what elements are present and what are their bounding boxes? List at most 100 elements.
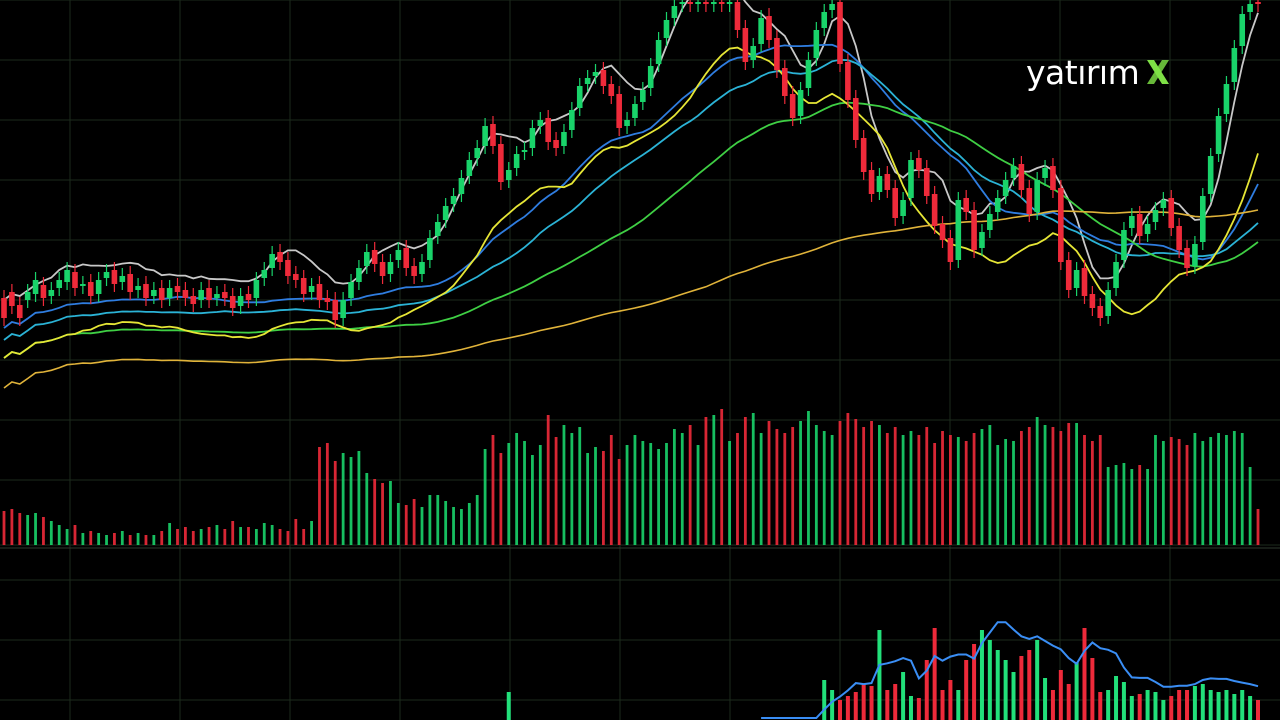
volume-bar bbox=[594, 447, 597, 545]
candle-body bbox=[1058, 188, 1064, 262]
volume-bar bbox=[89, 531, 93, 545]
volume-bar bbox=[1106, 467, 1110, 545]
volume-bar bbox=[302, 529, 306, 545]
candle-body bbox=[48, 290, 55, 296]
oscillator-bar bbox=[1035, 640, 1040, 720]
candle-body bbox=[766, 16, 772, 40]
moving-average-line bbox=[3, 101, 1259, 359]
candle-body bbox=[40, 285, 47, 298]
candle-body bbox=[781, 68, 788, 96]
volume-bar bbox=[49, 521, 53, 545]
candle-body bbox=[56, 280, 63, 288]
volume-bar bbox=[389, 481, 392, 545]
candle-body bbox=[1168, 198, 1175, 228]
moving-average-line bbox=[3, 209, 1259, 389]
volume-bar bbox=[1098, 435, 1102, 545]
volume-bar bbox=[949, 435, 952, 545]
candle-body bbox=[403, 248, 410, 268]
oscillator-bar bbox=[1256, 700, 1260, 720]
volume-bar bbox=[1185, 445, 1189, 545]
volume-bar bbox=[609, 435, 613, 545]
candle-body bbox=[774, 38, 780, 70]
candle-body bbox=[1097, 306, 1104, 318]
volume-bar bbox=[404, 505, 408, 545]
volume-bar bbox=[460, 509, 463, 545]
volume-bar bbox=[767, 421, 771, 545]
volume-bar bbox=[531, 455, 534, 545]
candle-body bbox=[703, 2, 709, 4]
volume-bar bbox=[862, 427, 866, 545]
candle-body bbox=[450, 196, 457, 204]
candle-body bbox=[1184, 248, 1190, 268]
candle-body bbox=[718, 2, 725, 4]
moving-average-line bbox=[3, 0, 1259, 301]
volume-bar bbox=[183, 527, 187, 545]
oscillator-bar bbox=[1098, 692, 1103, 720]
candle-body bbox=[474, 148, 481, 158]
volume-bar bbox=[893, 427, 897, 545]
volume-bar bbox=[964, 441, 968, 545]
candle-body bbox=[340, 300, 346, 318]
candle-body bbox=[1121, 230, 1127, 260]
oscillator-bar bbox=[838, 700, 842, 720]
candle-body bbox=[1026, 188, 1033, 214]
volume-bar bbox=[239, 527, 243, 545]
volume-bar bbox=[499, 453, 503, 545]
candle-body bbox=[206, 288, 212, 300]
candle-body bbox=[253, 280, 260, 298]
candle-body bbox=[1018, 164, 1025, 190]
brand-wordmark: yatırım bbox=[1026, 52, 1140, 92]
oscillator-bar bbox=[1011, 672, 1016, 720]
volume-bar bbox=[278, 529, 282, 545]
volume-bar bbox=[1130, 469, 1134, 545]
candle-body bbox=[482, 126, 488, 146]
volume-bar bbox=[105, 535, 108, 545]
volume-bar bbox=[2, 511, 6, 545]
volume-bar bbox=[1146, 469, 1149, 545]
candle-body bbox=[419, 262, 425, 274]
oscillator-bar bbox=[861, 684, 866, 720]
candle-body bbox=[742, 28, 749, 62]
candle-body bbox=[521, 150, 528, 152]
oscillator-bar bbox=[924, 660, 929, 720]
candle-body bbox=[1144, 224, 1151, 234]
oscillator-bar bbox=[1082, 628, 1087, 720]
volume-bar bbox=[1193, 433, 1197, 545]
candle-body bbox=[32, 280, 39, 294]
candle-body bbox=[1073, 270, 1080, 288]
volume-bar bbox=[988, 425, 992, 545]
oscillator-bar bbox=[940, 690, 945, 720]
candle-body bbox=[955, 200, 962, 260]
candle-body bbox=[663, 20, 670, 38]
candle-body bbox=[1207, 156, 1214, 194]
moving-average-lines bbox=[3, 0, 1259, 389]
candle-body bbox=[261, 270, 268, 278]
volume-bar bbox=[633, 435, 637, 545]
volume-bar bbox=[1232, 431, 1236, 545]
volume-bar bbox=[168, 523, 172, 545]
candle-body bbox=[198, 290, 204, 300]
volume-bar bbox=[972, 433, 976, 545]
volume-bar bbox=[381, 483, 384, 545]
volume-bar bbox=[26, 515, 30, 545]
volume-bar bbox=[728, 441, 731, 545]
candle-body bbox=[797, 90, 804, 116]
volume-bar bbox=[1043, 425, 1047, 545]
candle-body bbox=[237, 296, 244, 306]
candle-body bbox=[498, 144, 504, 182]
oscillator-bar bbox=[845, 696, 850, 720]
volume-bar bbox=[814, 425, 818, 545]
oscillator-bar bbox=[1043, 678, 1048, 720]
oscillator-bar bbox=[1224, 690, 1229, 720]
volume-bar bbox=[649, 443, 653, 545]
volume-bar bbox=[783, 433, 787, 545]
oscillator-bar bbox=[1137, 694, 1142, 720]
oscillator-bar bbox=[1192, 686, 1197, 720]
candle-body bbox=[671, 6, 678, 18]
candle-body bbox=[505, 170, 512, 180]
brand-logo: yatırım bbox=[1026, 50, 1174, 94]
candle-body bbox=[1152, 210, 1159, 222]
moving-average-line bbox=[3, 46, 1259, 359]
candle-body bbox=[632, 104, 638, 118]
